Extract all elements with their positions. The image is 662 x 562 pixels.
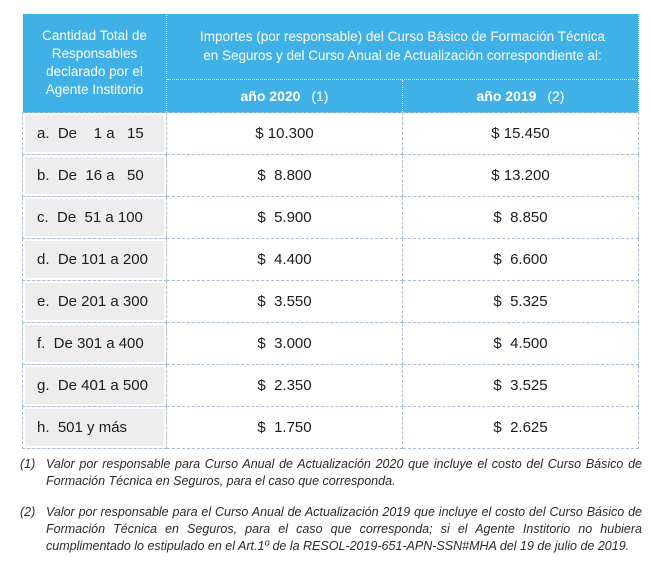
row-label-cell: a. De 1 a 15 [22, 112, 167, 155]
footnote-1: (1) Valor por responsable para Curso Anu… [20, 456, 642, 490]
table-row: a. De 1 a 15 $ 10.300 $ 15.450 [22, 112, 639, 155]
row-label-cell: c. De 51 a 100 [22, 196, 167, 239]
amount-2019-cell: $ 5.325 [402, 280, 639, 323]
amount-2019-cell: $ 3.525 [402, 364, 639, 407]
main-header-cell: Importes (por responsable) del Curso Bás… [166, 13, 639, 80]
year-2019-header-cell: año 2019 (2) [402, 78, 639, 114]
row-label-cell: b. De 16 a 50 [22, 154, 167, 197]
footnote-2-marker: (2) [20, 505, 36, 519]
corner-header-cell: Cantidad Total de Responsables declarado… [22, 13, 167, 113]
table-row: h. 501 y más $ 1.750 $ 2.625 [22, 406, 639, 449]
amount-2019-cell: $ 4.500 [402, 322, 639, 365]
amount-2020-cell: $ 2.350 [166, 364, 403, 407]
header-row-main: Cantidad Total de Responsables declarado… [22, 13, 639, 113]
year-2019-footnote-ref: (2) [547, 87, 565, 104]
amount-2019-cell: $ 6.600 [402, 238, 639, 281]
table-row: e. De 201 a 300 $ 3.550 $ 5.325 [22, 280, 639, 323]
header-row-years: año 2020 (1) año 2019 (2) [23, 78, 639, 114]
amount-2020-cell: $ 5.900 [166, 196, 403, 239]
amount-2020-cell: $ 10.300 [166, 112, 403, 155]
amount-2020-cell: $ 3.000 [166, 322, 403, 365]
row-label-cell: d. De 101 a 200 [22, 238, 167, 281]
footnote-1-marker: (1) [20, 457, 36, 471]
row-label-cell: h. 501 y más [22, 406, 167, 449]
table-row: c. De 51 a 100 $ 5.900 $ 8.850 [22, 196, 639, 239]
footnote-2: (2) Valor por responsable para el Curso … [20, 504, 642, 555]
amount-2020-cell: $ 8.800 [166, 154, 403, 197]
row-label-cell: e. De 201 a 300 [22, 280, 167, 323]
row-label-cell: f. De 301 a 400 [22, 322, 167, 365]
year-2019-label: año 2019 [476, 87, 537, 104]
footnote-2-text: Valor por responsable para el Curso Anua… [46, 505, 642, 553]
year-2020-header-cell: año 2020 (1) [166, 78, 403, 114]
amount-2020-cell: $ 1.750 [166, 406, 403, 449]
amount-2020-cell: $ 4.400 [166, 238, 403, 281]
footnote-1-text: Valor por responsable para Curso Anual d… [46, 457, 642, 488]
year-2020-footnote-ref: (1) [311, 87, 329, 104]
row-label-cell: g. De 401 a 500 [22, 364, 167, 407]
table-row: d. De 101 a 200 $ 4.400 $ 6.600 [22, 238, 639, 281]
amount-2019-cell: $ 8.850 [402, 196, 639, 239]
amount-2019-cell: $ 13.200 [402, 154, 639, 197]
amount-2019-cell: $ 15.450 [402, 112, 639, 155]
table-row: b. De 16 a 50 $ 8.800 $ 13.200 [22, 154, 639, 197]
tariff-table: Cantidad Total de Responsables declarado… [22, 13, 639, 449]
table-row: f. De 301 a 400 $ 3.000 $ 4.500 [22, 322, 639, 365]
footnotes-section: (1) Valor por responsable para Curso Anu… [20, 456, 642, 562]
year-2020-label: año 2020 [240, 87, 301, 104]
table-row: g. De 401 a 500 $ 2.350 $ 3.525 [22, 364, 639, 407]
amount-2019-cell: $ 2.625 [402, 406, 639, 449]
amount-2020-cell: $ 3.550 [166, 280, 403, 323]
